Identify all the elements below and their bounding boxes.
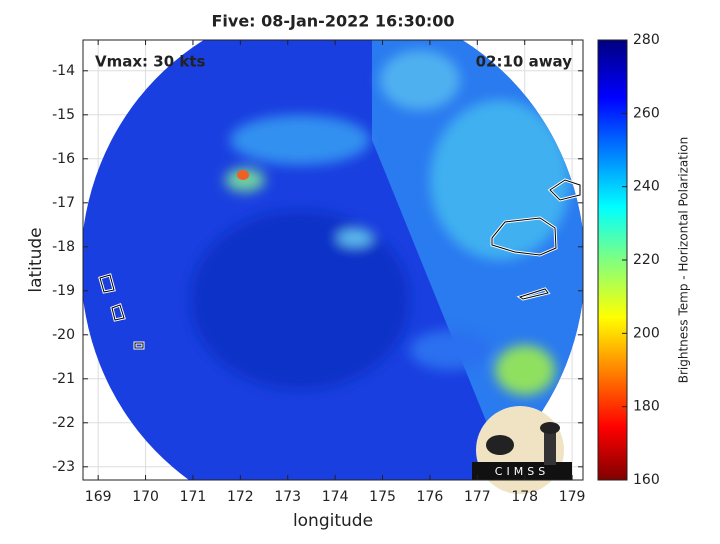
satellite-image	[83, 40, 583, 480]
x-tick-label: 173	[274, 489, 301, 505]
logo: CIMSS	[472, 406, 572, 494]
x-tick-label: 169	[85, 489, 112, 505]
x-tick-label: 175	[369, 489, 396, 505]
y-tick-label: -23	[52, 459, 75, 475]
y-tick-label: -21	[52, 371, 75, 387]
colorbar-label: Brightness Temp - Horizontal Polarizatio…	[677, 137, 691, 384]
colorbar-tick-label: 220	[633, 252, 660, 268]
x-tick-label: 170	[132, 489, 159, 505]
x-tick-label: 177	[464, 489, 491, 505]
plot-frame	[82, 39, 584, 481]
y-tick-label: -14	[52, 63, 75, 79]
y-tick-label: -18	[52, 239, 75, 255]
x-axis-label: longitude	[293, 511, 373, 531]
x-tick-label: 178	[511, 489, 538, 505]
y-tick-label: -22	[52, 415, 75, 431]
y-tick-label: -20	[52, 327, 75, 343]
y-tick-label: -17	[52, 195, 75, 211]
colorbar-tick-label: 280	[633, 32, 660, 48]
y-tick-label: -15	[52, 107, 75, 123]
colorbar-tick-label: 240	[633, 179, 660, 195]
y-tick-label: -19	[52, 283, 75, 299]
colorbar-tick-label: 180	[633, 399, 660, 415]
x-tick-label: 172	[227, 489, 254, 505]
y-axis-label: latitude	[26, 227, 46, 292]
x-tick-label: 174	[322, 489, 349, 505]
annotation: Vmax: 30 kts	[95, 53, 205, 71]
y-tick-label: -16	[52, 151, 75, 167]
colorbar-tick-label: 260	[633, 105, 660, 121]
annotation: 02:10 away	[476, 53, 573, 71]
x-tick-label: 171	[180, 489, 207, 505]
x-tick-label: 179	[559, 489, 586, 505]
colorbar-tick-label: 200	[633, 325, 660, 341]
colorbar-tick-label: 160	[633, 472, 660, 488]
x-tick-label: 176	[417, 489, 444, 505]
logo-text: CIMSS	[495, 465, 549, 478]
chart-title: Five: 08-Jan-2022 16:30:00	[211, 12, 454, 31]
